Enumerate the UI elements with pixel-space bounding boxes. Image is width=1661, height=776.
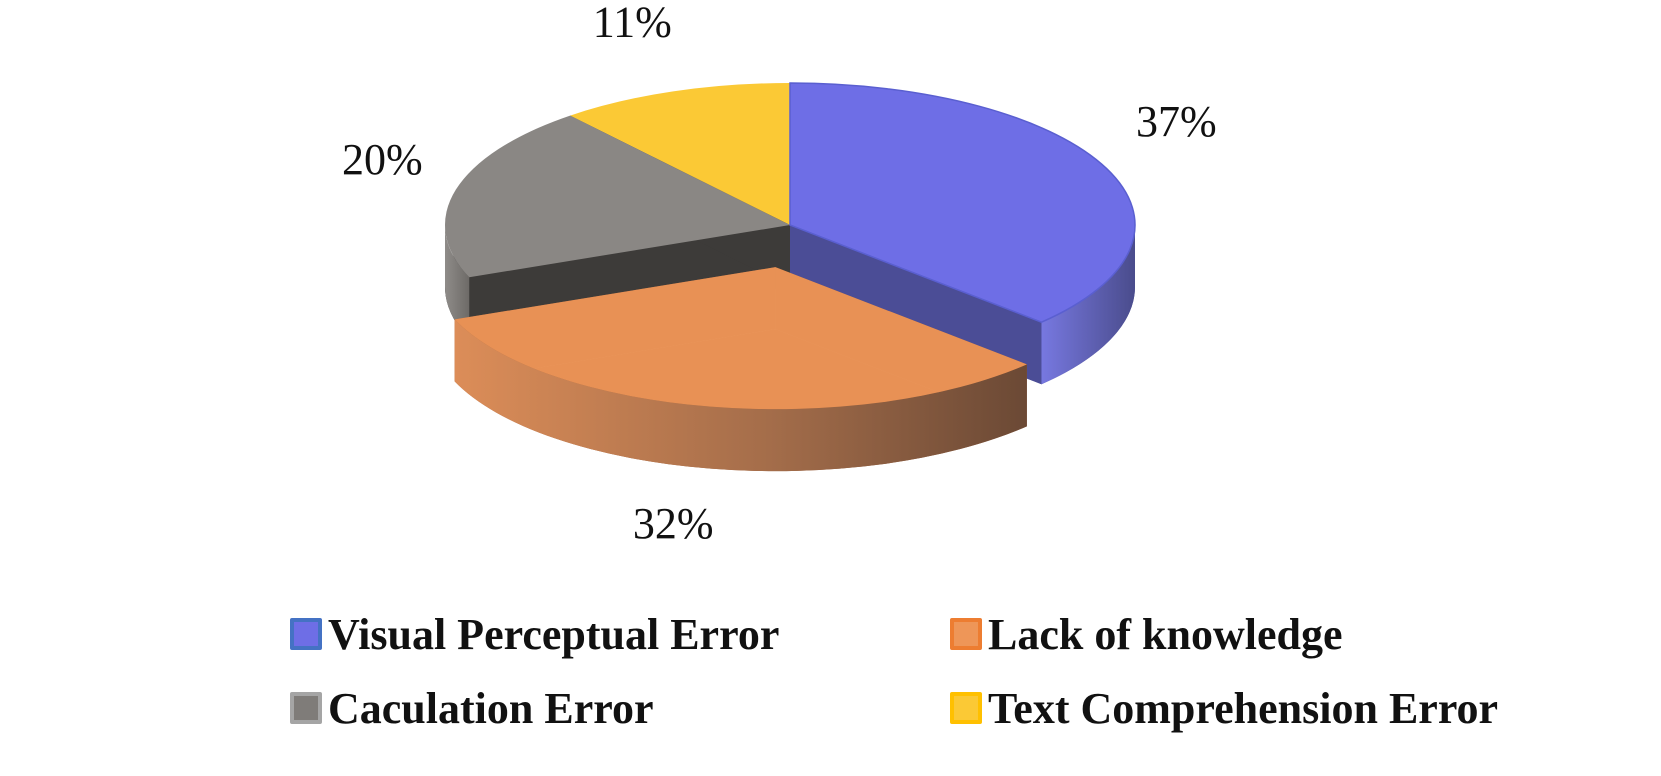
legend-item-text-comprehension-error[interactable]: Text Comprehension Error [950, 682, 1550, 734]
legend-label: Caculation Error [328, 683, 654, 734]
legend-swatch-visual-perceptual-error [290, 618, 322, 650]
legend-swatch-lack-of-knowledge [950, 618, 982, 650]
legend-item-visual-perceptual-error[interactable]: Visual Perceptual Error [290, 608, 950, 660]
legend-item-lack-of-knowledge[interactable]: Lack of knowledge [950, 608, 1550, 660]
data-label-lack-of-knowledge: 32% [633, 499, 714, 548]
legend-item-caculation-error[interactable]: Caculation Error [290, 682, 950, 734]
legend-label: Text Comprehension Error [988, 683, 1498, 734]
legend-swatch-caculation-error [290, 692, 322, 724]
legend: Visual Perceptual Error Lack of knowledg… [290, 608, 1550, 734]
data-label-text-comprehension-error: 11% [593, 0, 672, 47]
data-label-caculation-error: 20% [342, 135, 423, 184]
legend-swatch-text-comprehension-error [950, 692, 982, 724]
legend-label: Lack of knowledge [988, 609, 1342, 660]
legend-label: Visual Perceptual Error [328, 609, 779, 660]
data-label-visual-perceptual-error: 37% [1136, 97, 1217, 146]
